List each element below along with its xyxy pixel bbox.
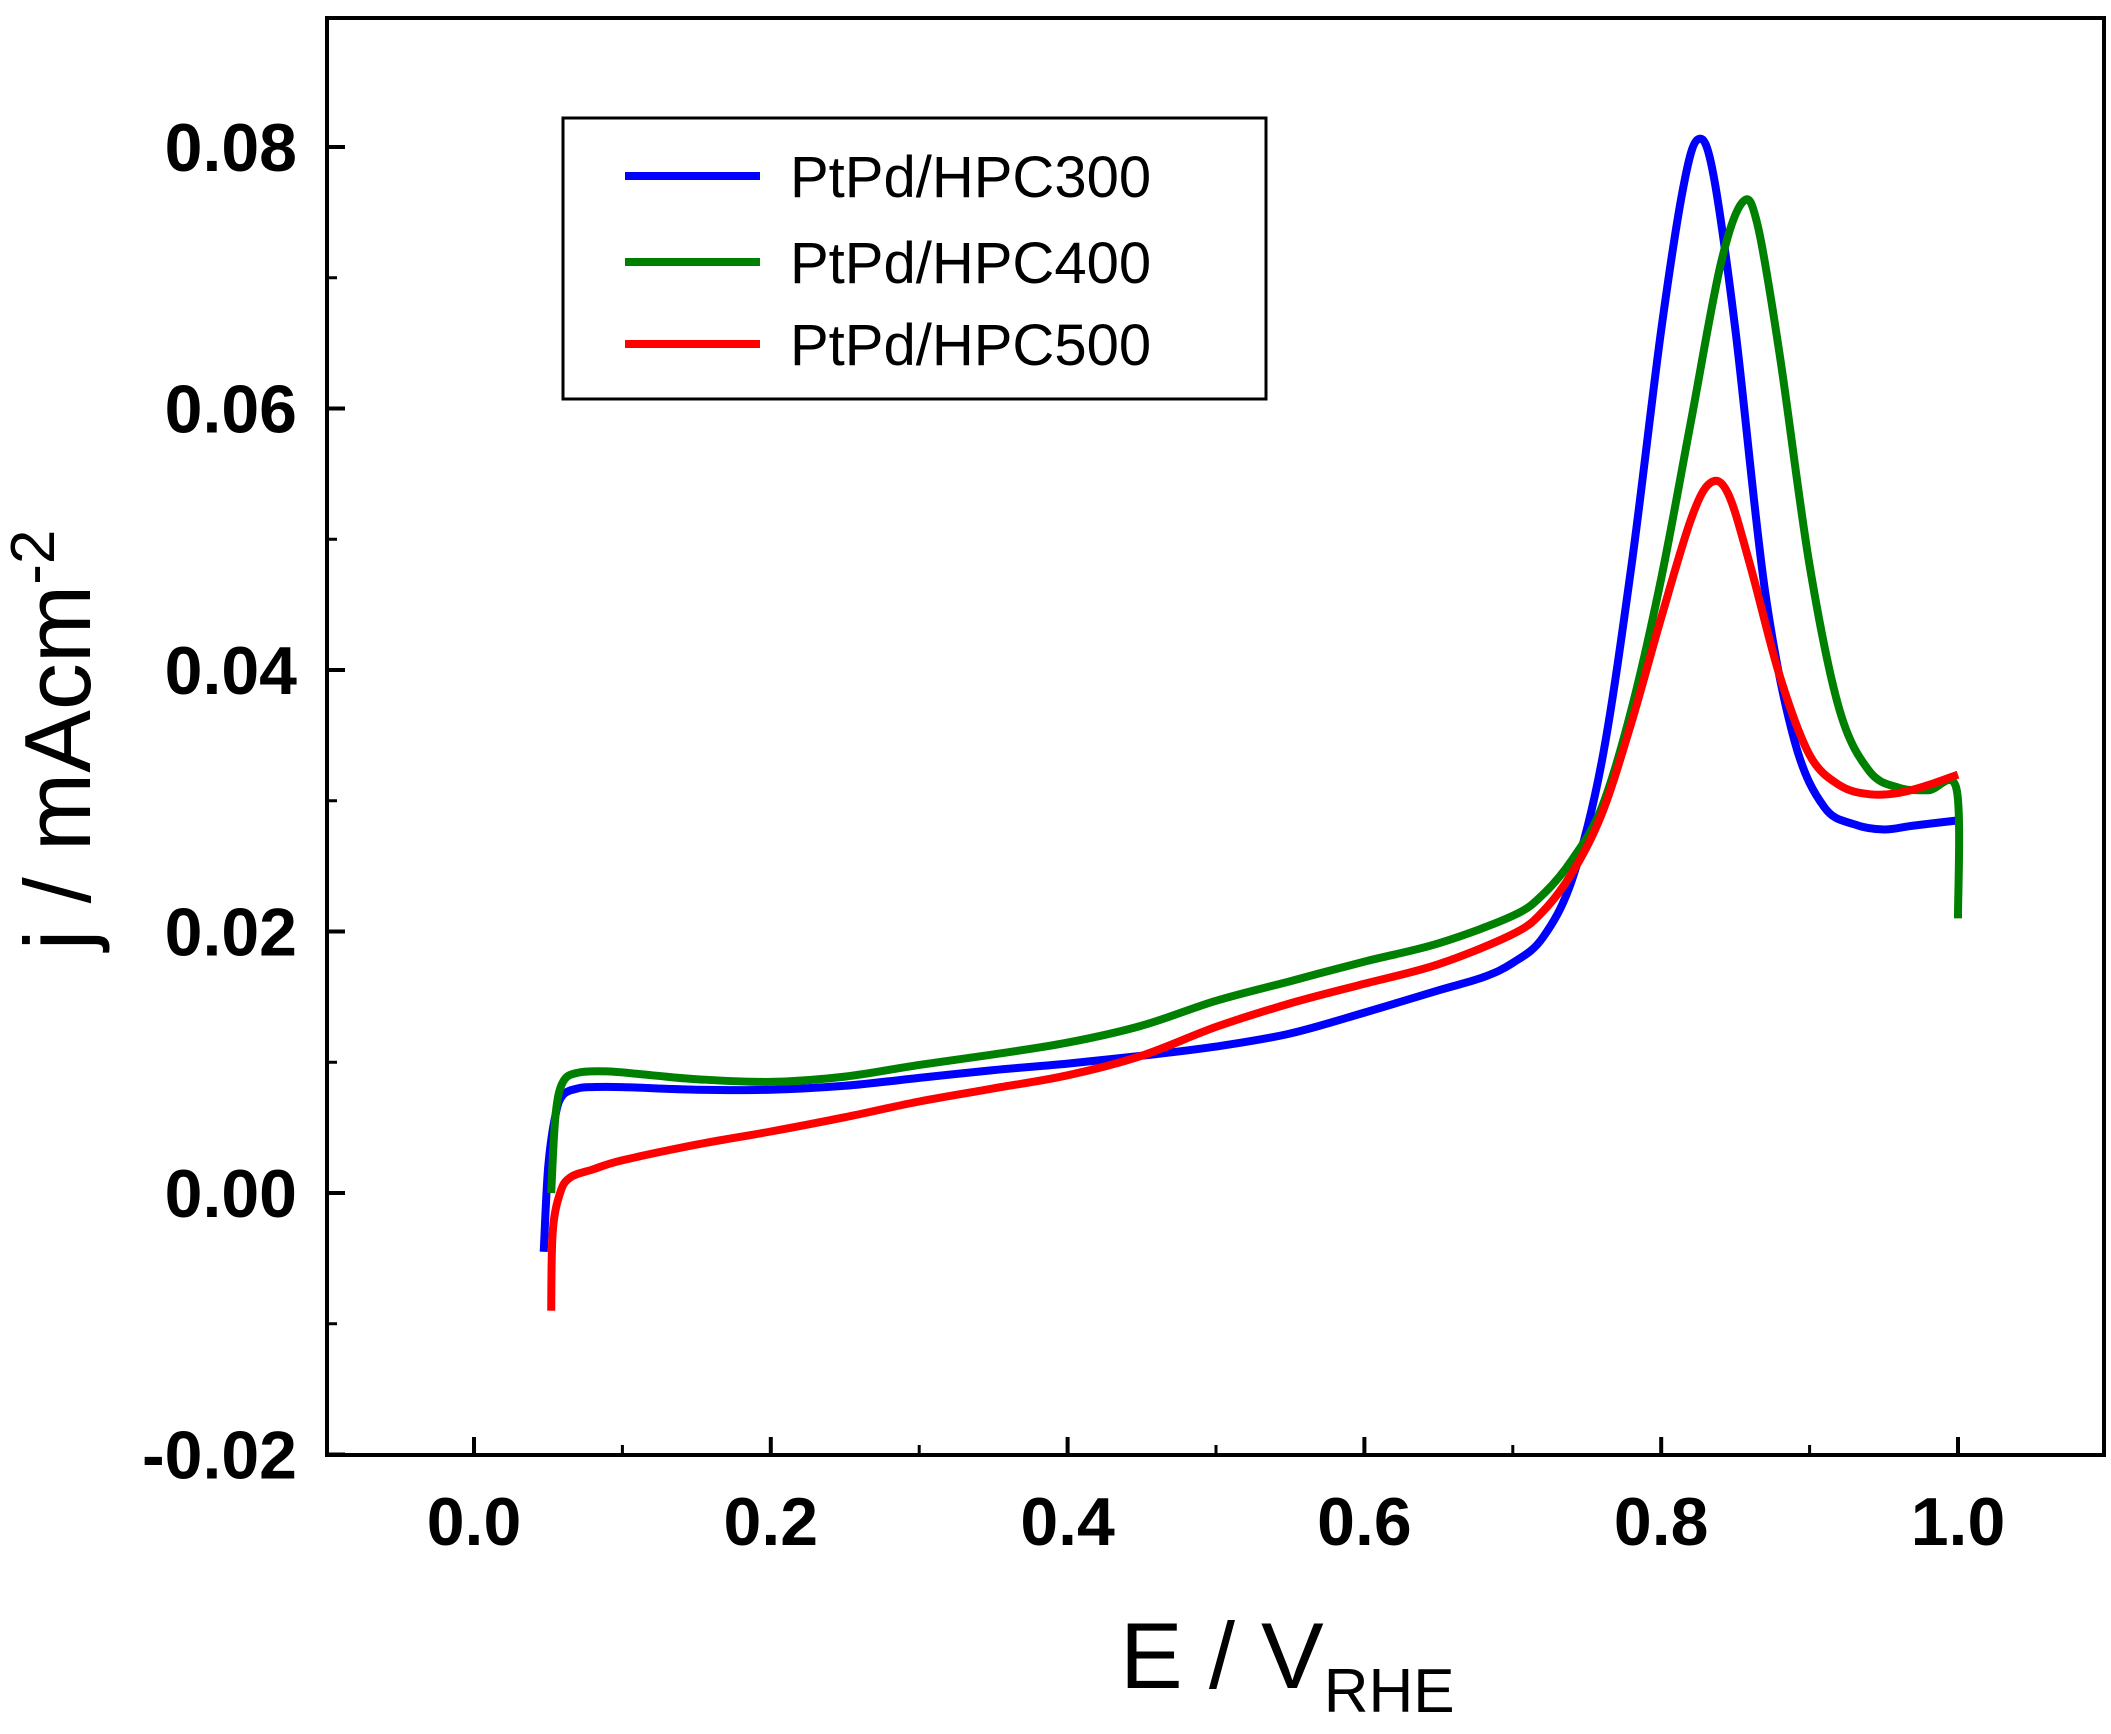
y-tick-label: 0.00 xyxy=(165,1156,297,1232)
y-axis: -0.02 0.00 0.02 0.04 0.06 0.08 xyxy=(142,110,345,1494)
x-axis-title: E / VRHE xyxy=(1120,1603,1455,1726)
series-line-ptpd-hpc400 xyxy=(547,195,1964,1194)
x-tick-label: 0.8 xyxy=(1614,1484,1709,1560)
x-tick-label: 1.0 xyxy=(1911,1484,2006,1560)
y-tick-label: 0.06 xyxy=(165,372,297,448)
y-tick-label: 0.04 xyxy=(165,633,298,709)
x-axis-title-main: E / V xyxy=(1120,1603,1324,1708)
x-axis-title-subscript: RHE xyxy=(1324,1657,1455,1726)
y-axis-title-superscript: -2 xyxy=(0,530,68,585)
series-line-ptpd-hpc500 xyxy=(547,476,1960,1311)
series-line-ptpd-hpc300 xyxy=(539,134,1959,1253)
y-tick-label: 0.02 xyxy=(165,895,297,971)
x-tick-label: 0.0 xyxy=(427,1484,522,1560)
y-axis-title: j / mAcm-2 xyxy=(0,530,110,954)
legend-label-ptpd-hpc300: PtPd/HPC300 xyxy=(790,145,1151,210)
x-tick-label: 0.6 xyxy=(1317,1484,1412,1560)
x-axis: 0.0 0.2 0.4 0.6 0.8 1.0 xyxy=(427,1437,2006,1560)
x-tick-label: 0.2 xyxy=(724,1484,819,1560)
y-tick-label: 0.08 xyxy=(165,110,297,186)
legend-label-ptpd-hpc400: PtPd/HPC400 xyxy=(790,231,1151,296)
series-layer xyxy=(539,134,1964,1311)
legend-label-ptpd-hpc500: PtPd/HPC500 xyxy=(790,313,1151,378)
x-tick-label: 0.4 xyxy=(1020,1484,1115,1560)
y-axis-title-main: j / mAcm xyxy=(5,585,110,954)
legend: PtPd/HPC300 PtPd/HPC400 PtPd/HPC500 xyxy=(561,116,1268,401)
y-tick-label: -0.02 xyxy=(142,1418,297,1494)
